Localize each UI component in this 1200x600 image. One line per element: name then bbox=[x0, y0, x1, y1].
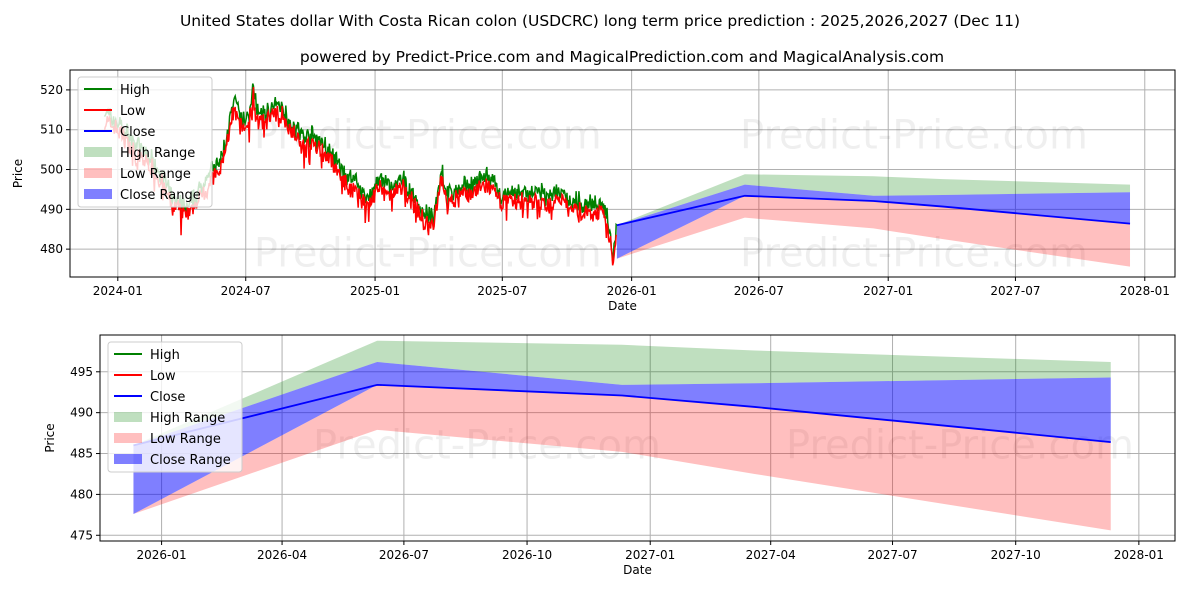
x-tick-label: 2026-07 bbox=[379, 548, 429, 562]
legend-swatch-close-range bbox=[114, 454, 142, 464]
high-range-band bbox=[133, 340, 1111, 446]
x-tick-label: 2026-04 bbox=[257, 548, 307, 562]
legend-swatch-low-range bbox=[114, 433, 142, 443]
legend-swatch-high-range bbox=[114, 412, 142, 422]
legend-label: High bbox=[120, 83, 150, 98]
y-tick-label: 495 bbox=[70, 365, 93, 379]
y-tick-label: 490 bbox=[70, 406, 93, 420]
plot-area bbox=[133, 340, 1111, 531]
legend-swatch-close-range bbox=[84, 189, 112, 199]
legend-swatch-high-range bbox=[84, 147, 112, 157]
chart-subtitle: powered by Predict-Price.com and Magical… bbox=[300, 48, 944, 66]
x-tick-label: 2027-01 bbox=[863, 284, 913, 298]
low-range-band bbox=[133, 384, 1111, 531]
watermark-text: Predict-Price.com bbox=[740, 113, 1088, 159]
y-axis-label: Price bbox=[11, 159, 25, 188]
low-range-band bbox=[616, 195, 1131, 267]
x-tick-label: 2026-10 bbox=[502, 548, 552, 562]
plot-area bbox=[103, 83, 1131, 267]
legend-label: Low Range bbox=[120, 167, 191, 182]
legend-label: Close bbox=[150, 390, 185, 405]
x-tick-label: 2025-07 bbox=[477, 284, 527, 298]
legend-label: Close Range bbox=[120, 188, 201, 203]
x-tick-label: 2024-07 bbox=[221, 284, 271, 298]
x-tick-label: 2026-01 bbox=[607, 284, 657, 298]
x-tick-label: 2027-07 bbox=[990, 284, 1040, 298]
x-tick-label: 2024-01 bbox=[93, 284, 143, 298]
legend-label: High bbox=[150, 348, 180, 363]
close-range-band bbox=[616, 184, 1131, 259]
y-tick-label: 480 bbox=[40, 242, 63, 256]
y-tick-label: 520 bbox=[40, 83, 63, 97]
legend-label: Close Range bbox=[150, 453, 231, 468]
legend-label: Low bbox=[120, 104, 146, 119]
y-tick-label: 490 bbox=[40, 202, 63, 216]
legend-label: Low Range bbox=[150, 432, 221, 447]
legend-label: High Range bbox=[120, 146, 195, 161]
y-tick-label: 485 bbox=[70, 447, 93, 461]
x-axis-label: Date bbox=[608, 299, 637, 313]
watermark-text: Predict-Price.com bbox=[254, 231, 602, 277]
x-tick-label: 2027-10 bbox=[991, 548, 1041, 562]
high-range-band bbox=[616, 174, 1131, 226]
watermark-text: Predict-Price.com bbox=[313, 423, 661, 469]
bottom-panel: 2026-01 2026-04 2026-07 2026-10 2027-01 2027-… bbox=[43, 334, 1176, 577]
close-range-band bbox=[133, 361, 1111, 515]
x-tick-label: 2026-07 bbox=[734, 284, 784, 298]
chart-title: United States dollar With Costa Rican co… bbox=[180, 12, 1020, 30]
legend-label: Close bbox=[120, 125, 155, 140]
axes-frame bbox=[99, 334, 1176, 542]
low-line bbox=[103, 87, 617, 266]
x-tick-label: 2028-01 bbox=[1114, 548, 1164, 562]
legend: High Low Close High Range Low Range Close Ran… bbox=[107, 341, 243, 473]
x-tick-label: 2028-01 bbox=[1120, 284, 1170, 298]
x-tick-label: 2025-01 bbox=[350, 284, 400, 298]
top-panel: 2024-01 2024-07 2025-01 2025-07 2026-01 2026-… bbox=[11, 69, 1176, 313]
watermark-text: Predict-Price.com bbox=[740, 231, 1088, 277]
legend-swatch-low-range bbox=[84, 168, 112, 178]
x-tick-label: 2027-04 bbox=[746, 548, 796, 562]
legend: High Low Close High Range Low Range Close Ran… bbox=[77, 76, 213, 208]
x-tick-label: 2027-07 bbox=[867, 548, 917, 562]
y-tick-label: 480 bbox=[70, 487, 93, 501]
axes-frame bbox=[69, 69, 1176, 278]
y-tick-label: 500 bbox=[40, 163, 63, 177]
y-tick-label: 475 bbox=[70, 528, 93, 542]
x-tick-label: 2026-01 bbox=[137, 548, 187, 562]
legend-label: High Range bbox=[150, 411, 225, 426]
x-axis-label: Date bbox=[623, 563, 652, 577]
y-tick-label: 510 bbox=[40, 123, 63, 137]
legend-label: Low bbox=[150, 369, 176, 384]
y-axis-label: Price bbox=[43, 423, 57, 452]
x-tick-label: 2027-01 bbox=[625, 548, 675, 562]
